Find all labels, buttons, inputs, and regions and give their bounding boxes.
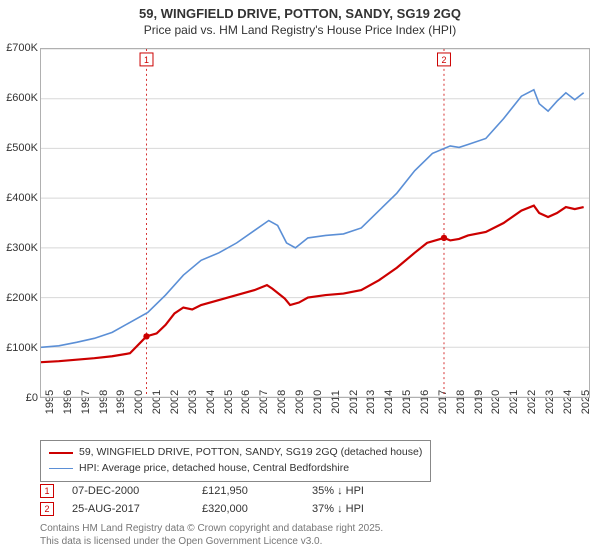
chart-container: 59, WINGFIELD DRIVE, POTTON, SANDY, SG19…	[0, 0, 600, 560]
sale-date-1: 07-DEC-2000	[72, 485, 202, 497]
legend-label-hpi: HPI: Average price, detached house, Cent…	[79, 461, 349, 477]
legend-swatch-hpi	[49, 468, 73, 470]
sale-row-1: 1 07-DEC-2000 £121,950 35% ↓ HPI	[40, 482, 432, 500]
y-tick-label: £100K	[0, 342, 38, 354]
chart-title: 59, WINGFIELD DRIVE, POTTON, SANDY, SG19…	[0, 0, 600, 23]
legend: 59, WINGFIELD DRIVE, POTTON, SANDY, SG19…	[40, 440, 431, 482]
y-tick-label: £500K	[0, 142, 38, 154]
svg-text:1: 1	[144, 55, 149, 65]
legend-label-price-paid: 59, WINGFIELD DRIVE, POTTON, SANDY, SG19…	[79, 445, 422, 461]
y-tick-label: £600K	[0, 92, 38, 104]
sale-date-2: 25-AUG-2017	[72, 503, 202, 515]
sale-price-2: £320,000	[202, 503, 312, 515]
sale-marker-1: 1	[40, 484, 54, 498]
sale-marker-2: 2	[40, 502, 54, 516]
y-tick-label: £400K	[0, 192, 38, 204]
legend-row-price-paid: 59, WINGFIELD DRIVE, POTTON, SANDY, SG19…	[49, 445, 422, 461]
plot-svg: 12	[41, 49, 589, 397]
footer-line-2: This data is licensed under the Open Gov…	[40, 535, 383, 548]
sale-delta-1: 35% ↓ HPI	[312, 485, 432, 497]
svg-text:2: 2	[441, 55, 446, 65]
y-tick-label: £300K	[0, 242, 38, 254]
y-tick-label: £700K	[0, 42, 38, 54]
legend-row-hpi: HPI: Average price, detached house, Cent…	[49, 461, 422, 477]
chart-subtitle: Price paid vs. HM Land Registry's House …	[0, 23, 600, 41]
sale-row-2: 2 25-AUG-2017 £320,000 37% ↓ HPI	[40, 500, 432, 518]
sale-price-1: £121,950	[202, 485, 312, 497]
sales-table: 1 07-DEC-2000 £121,950 35% ↓ HPI 2 25-AU…	[40, 482, 432, 518]
y-tick-label: £0	[0, 392, 38, 404]
footer-line-1: Contains HM Land Registry data © Crown c…	[40, 522, 383, 535]
sale-delta-2: 37% ↓ HPI	[312, 503, 432, 515]
legend-swatch-price-paid	[49, 452, 73, 454]
plot-area: 12	[40, 48, 590, 398]
footer: Contains HM Land Registry data © Crown c…	[40, 522, 383, 548]
y-tick-label: £200K	[0, 292, 38, 304]
